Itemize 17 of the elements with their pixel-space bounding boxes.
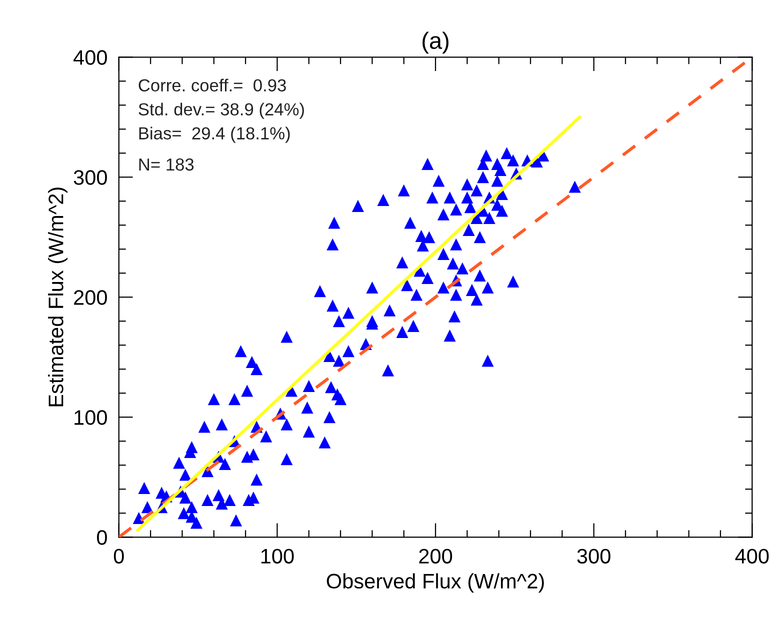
x-tick-label: 400 xyxy=(735,548,769,564)
x-tick-label: 0 xyxy=(114,548,124,564)
y-tick-label: 200 xyxy=(74,290,107,305)
x-axis-title: Observed Flux (W/m^2) xyxy=(326,573,544,593)
chart-title: (a) xyxy=(422,32,448,54)
x-tick-label: 100 xyxy=(261,548,294,564)
y-axis-title: Estimated Flux (W/m^2) xyxy=(48,188,68,406)
x-tick-label: 300 xyxy=(577,548,610,564)
y-tick-label: 0 xyxy=(97,530,107,545)
x-tick-label: 200 xyxy=(419,548,452,564)
annotation: Std. dev.= 38.9 (24%) xyxy=(138,102,304,119)
annotation: Bias= 29.4 (18.1%) xyxy=(139,126,290,143)
y-tick-label: 400 xyxy=(73,50,107,65)
y-tick-label: 300 xyxy=(74,170,107,185)
annotation: Corre. coeff.= 0.93 xyxy=(138,78,286,92)
annotation: N= 183 xyxy=(139,158,194,171)
y-tick-label: 100 xyxy=(74,410,107,425)
